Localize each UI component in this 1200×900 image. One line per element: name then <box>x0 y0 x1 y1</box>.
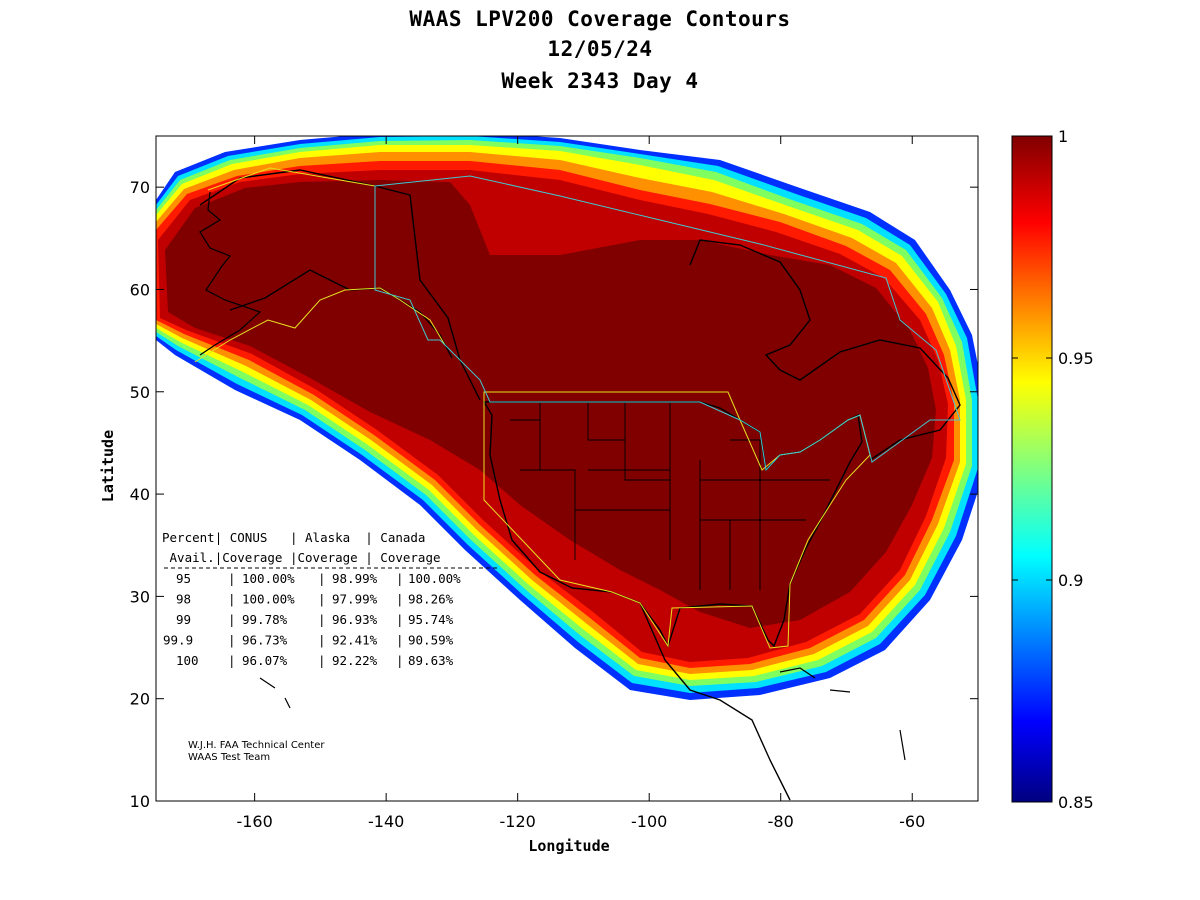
north-america-outline <box>199 169 961 801</box>
x-tick-label: -100 <box>631 812 667 831</box>
y-tick-label: 30 <box>130 587 150 606</box>
table-rows: 95 | 100.00% | 98.99% | 100.00% 98 | 100.00% | 97.9… <box>163 571 461 668</box>
y-tick-label: 40 <box>130 485 150 504</box>
y-axis-label: Latitude <box>99 430 117 502</box>
colorbar-tick-label: 0.9 <box>1058 571 1083 590</box>
x-tick-label: -80 <box>768 812 794 831</box>
credit-line-1: W.J.H. FAA Technical Center <box>188 740 325 751</box>
x-tick-label: -160 <box>236 812 272 831</box>
map-boundaries <box>194 167 961 801</box>
x-tick-label: -120 <box>500 812 536 831</box>
table-row: 100 | 96.07% | 92.22% | 89.63% <box>176 653 454 668</box>
coverage-table: Percent| CONUS | Alaska | Canada Avail.|… <box>162 530 500 668</box>
colorbar-ticks: 1 0.95 0.9 0.85 <box>1012 127 1094 812</box>
caribbean-islands <box>259 667 906 761</box>
y-tick-label: 50 <box>130 383 150 402</box>
x-tick-label: -140 <box>368 812 404 831</box>
table-row: 95 | 100.00% | 98.99% | 100.00% <box>176 571 461 586</box>
plot-frame <box>155 135 979 802</box>
contour-core <box>165 180 936 628</box>
title-line-3: Week 2343 Day 4 <box>501 69 699 93</box>
colorbar <box>1011 135 1053 803</box>
canada-boundary <box>374 175 961 472</box>
state-borders <box>510 402 830 590</box>
coverage-contours <box>156 136 978 700</box>
credit-line-2: WAAS Test Team <box>188 752 270 763</box>
axis-ticks: -160 -140 -120 -100 -80 -60 10 20 30 40 50 60 70 <box>130 136 978 831</box>
table-row: 98 | 100.00% | 97.99% | 98.26% <box>176 592 454 607</box>
x-tick-label: -60 <box>899 812 925 831</box>
table-row: 99 | 99.78% | 96.93% | 95.74% <box>176 612 454 627</box>
x-axis-label: Longitude <box>528 837 609 855</box>
colorbar-tick-label: 0.85 <box>1058 793 1094 812</box>
table-row: 99.9 | 96.73% | 92.41% | 90.59% <box>163 633 454 648</box>
y-tick-label: 70 <box>130 178 150 197</box>
y-tick-label: 20 <box>130 690 150 709</box>
y-tick-label: 60 <box>130 280 150 299</box>
table-header-2: Avail.|Coverage |Coverage | Coverage <box>162 550 441 565</box>
y-tick-label: 10 <box>130 792 150 811</box>
colorbar-tick-label: 0.95 <box>1058 349 1094 368</box>
colorbar-tick-label: 1 <box>1058 127 1068 146</box>
title-line-1: WAAS LPV200 Coverage Contours <box>409 7 791 31</box>
alaska-outline <box>199 191 262 356</box>
title-line-2: 12/05/24 <box>547 37 653 61</box>
table-header-1: Percent| CONUS | Alaska | Canada <box>162 530 425 545</box>
